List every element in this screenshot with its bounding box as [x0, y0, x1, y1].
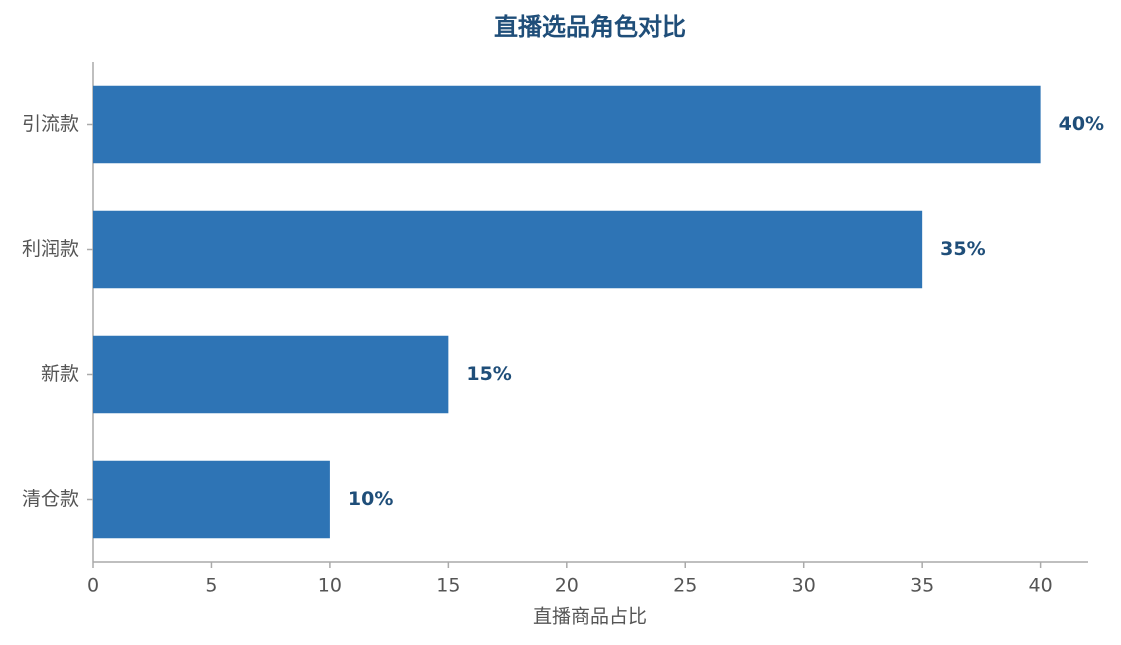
x-tick-label: 40 — [1029, 575, 1053, 597]
value-label: 10% — [348, 488, 393, 510]
y-tick-label: 引流款 — [22, 113, 79, 135]
bar — [93, 210, 923, 289]
chart-title: 直播选品角色对比 — [494, 13, 686, 41]
x-tick-label: 10 — [318, 575, 342, 597]
bar — [93, 460, 330, 539]
y-tick-label: 清仓款 — [22, 488, 79, 510]
x-tick-label: 20 — [555, 575, 579, 597]
x-axis-label: 直播商品占比 — [533, 606, 647, 628]
x-tick-label: 30 — [792, 575, 816, 597]
x-tick-label: 5 — [205, 575, 217, 597]
y-tick-label: 新款 — [41, 363, 79, 385]
value-label: 35% — [940, 238, 985, 260]
bar — [93, 85, 1041, 164]
bar — [93, 335, 449, 414]
x-tick-label: 35 — [910, 575, 934, 597]
x-tick-label: 0 — [87, 575, 99, 597]
value-label: 40% — [1059, 113, 1104, 135]
x-tick-label: 15 — [436, 575, 460, 597]
value-label: 15% — [466, 363, 511, 385]
x-tick-label: 25 — [673, 575, 697, 597]
y-tick-label: 利润款 — [22, 238, 79, 260]
